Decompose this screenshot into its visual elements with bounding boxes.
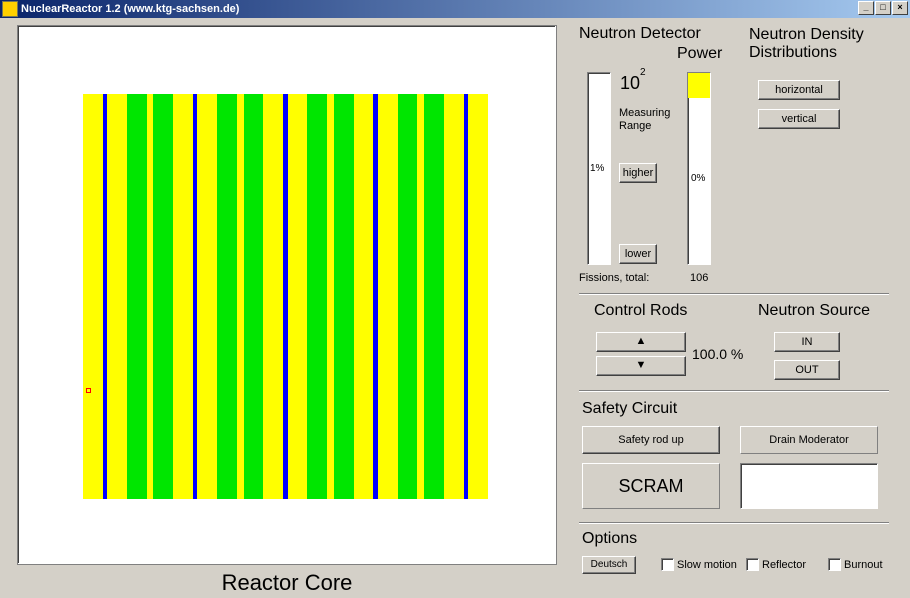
range-label: Range — [619, 120, 651, 132]
core-stripe — [107, 94, 127, 499]
power-value: 0% — [691, 173, 705, 184]
power-title: Power — [677, 45, 722, 63]
core-stripe — [417, 94, 424, 499]
range-lower-button[interactable]: lower — [619, 244, 657, 264]
core-marker — [86, 388, 91, 393]
maximize-button[interactable]: □ — [875, 1, 891, 15]
power-gauge: 0% — [687, 72, 711, 265]
core-stripe — [327, 94, 334, 499]
horizontal-button[interactable]: horizontal — [758, 80, 840, 100]
measuring-label: Measuring — [619, 107, 670, 119]
safety-status-box — [740, 463, 878, 509]
triangle-up-icon: ▲ — [636, 335, 647, 347]
triangle-down-icon: ▼ — [636, 359, 647, 371]
minimize-button[interactable]: _ — [858, 1, 874, 15]
range-higher-button[interactable]: higher — [619, 163, 657, 183]
fissions-value: 106 — [690, 272, 708, 284]
core-stripe — [334, 94, 354, 499]
power-fill — [688, 73, 710, 98]
divider-3 — [579, 522, 889, 523]
close-button[interactable]: × — [892, 1, 908, 15]
core-stripe — [354, 94, 374, 499]
core-stripe — [378, 94, 398, 499]
reactor-core-stripes — [83, 94, 488, 499]
detector-title: Neutron Detector — [579, 25, 701, 43]
neutron-source-in-button[interactable]: IN — [774, 332, 840, 352]
drain-moderator-button[interactable]: Drain Moderator — [740, 426, 878, 454]
slow-motion-label: Slow motion — [677, 559, 737, 571]
core-stripe — [197, 94, 217, 499]
divider-1 — [579, 293, 889, 294]
core-stripe — [398, 94, 418, 499]
core-stripe — [83, 94, 103, 499]
core-stripe — [263, 94, 283, 499]
detector-range-value: 102 — [620, 73, 646, 94]
reactor-core-panel — [17, 25, 557, 565]
scram-button[interactable]: SCRAM — [582, 463, 720, 509]
divider-2 — [579, 390, 889, 391]
core-stripe — [244, 94, 264, 499]
safety-rod-up-button[interactable]: Safety rod up — [582, 426, 720, 454]
core-stripe — [147, 94, 154, 499]
core-stripe — [468, 94, 488, 499]
detector-reading: 1% — [590, 163, 604, 174]
app-icon — [2, 1, 18, 17]
control-rods-down-button[interactable]: ▼ — [596, 356, 686, 376]
deutsch-button[interactable]: Deutsch — [582, 556, 636, 574]
window-titlebar: NuclearReactor 1.2 (www.ktg-sachsen.de) … — [0, 0, 910, 18]
slow-motion-checkbox[interactable] — [661, 558, 674, 571]
core-stripe — [127, 94, 147, 499]
reflector-label: Reflector — [762, 559, 806, 571]
neutron-source-out-button[interactable]: OUT — [774, 360, 840, 380]
reactor-core-label: Reactor Core — [17, 570, 557, 596]
control-rods-up-button[interactable]: ▲ — [596, 332, 686, 352]
burnout-label: Burnout — [844, 559, 883, 571]
vertical-button[interactable]: vertical — [758, 109, 840, 129]
core-stripe — [173, 94, 193, 499]
detector-gauge: 1% — [587, 72, 611, 265]
options-title: Options — [582, 530, 637, 548]
core-stripe — [217, 94, 237, 499]
window-title: NuclearReactor 1.2 (www.ktg-sachsen.de) — [21, 3, 239, 15]
distributions-title: Neutron Density Distributions — [749, 26, 909, 62]
core-stripe — [424, 94, 444, 499]
control-rods-value: 100.0 % — [692, 346, 743, 362]
core-stripe — [237, 94, 244, 499]
safety-title: Safety Circuit — [582, 400, 677, 418]
reflector-checkbox[interactable] — [746, 558, 759, 571]
fissions-label: Fissions, total: — [579, 272, 649, 284]
core-stripe — [288, 94, 308, 499]
burnout-checkbox[interactable] — [828, 558, 841, 571]
core-stripe — [444, 94, 464, 499]
control-rods-title: Control Rods — [594, 302, 687, 320]
core-stripe — [307, 94, 327, 499]
neutron-source-title: Neutron Source — [758, 302, 870, 320]
core-stripe — [153, 94, 173, 499]
